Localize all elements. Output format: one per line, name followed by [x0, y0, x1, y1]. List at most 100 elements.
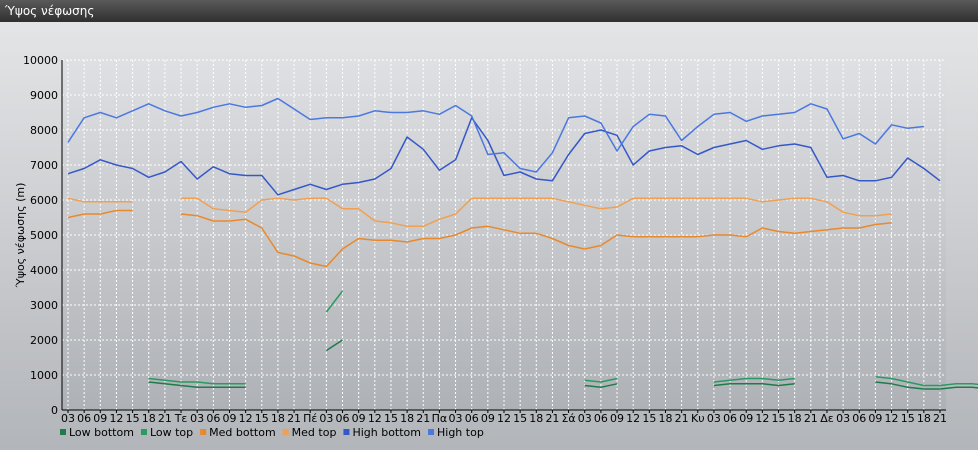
x-tick-label: 09 — [222, 412, 236, 425]
series-line-high-top — [67, 97, 924, 173]
x-tick-label: 15 — [255, 412, 269, 425]
y-tick-label: 6000 — [30, 194, 58, 207]
x-tick-label: 09 — [352, 412, 366, 425]
legend-swatch — [343, 429, 350, 435]
x-tick-label: 18 — [529, 412, 543, 425]
legend-swatch — [428, 429, 434, 435]
x-tick-label: 21 — [545, 412, 559, 425]
x-tick-label: 03 — [190, 412, 204, 425]
legend-item: Med bottom — [200, 426, 276, 439]
legend-item: High top — [428, 426, 484, 439]
x-tick-label: 15 — [384, 412, 398, 425]
legend-label: Low top — [150, 426, 193, 439]
series-line-high-bottom — [67, 117, 941, 196]
x-tick-label: 15 — [126, 412, 140, 425]
x-tick-label: 06 — [594, 412, 608, 425]
x-tick-label: 03 — [449, 412, 463, 425]
x-tick-label: 09 — [868, 412, 882, 425]
x-tick-label: 09 — [739, 412, 753, 425]
x-tick-label: 18 — [400, 412, 414, 425]
y-tick-label: 0 — [51, 404, 58, 417]
x-tick-label: 03 — [319, 412, 333, 425]
x-tick-label: Δε — [820, 412, 834, 425]
grid — [62, 59, 946, 410]
x-tick-label: 09 — [610, 412, 624, 425]
x-tick-label: 09 — [93, 412, 107, 425]
x-tick-label: 12 — [755, 412, 769, 425]
x-tick-label: 03 — [707, 412, 721, 425]
x-tick-label: 12 — [109, 412, 123, 425]
series-line-low-bottom — [713, 383, 795, 387]
series-line-low-bottom — [325, 339, 343, 352]
x-tick-label: 18 — [788, 412, 802, 425]
legend-item: Low top — [140, 426, 193, 439]
y-tick-label: 10000 — [23, 54, 58, 67]
y-tick-label: 9000 — [30, 89, 58, 102]
series-line-med-top — [67, 197, 133, 203]
y-tick-label: 2000 — [30, 334, 58, 347]
legend: Low bottom Low top Med bottom Med top High b… — [60, 426, 484, 439]
series-line-low-top — [584, 377, 618, 383]
x-tick-label: 15 — [513, 412, 527, 425]
y-tick-label: 4000 — [30, 264, 58, 277]
legend-label: High top — [437, 426, 484, 439]
legend-label: Med top — [292, 426, 337, 439]
x-tick-label: 12 — [239, 412, 253, 425]
series-line-med-bottom — [67, 209, 133, 219]
x-tick-label: Σά — [561, 412, 575, 425]
x-tick-label: 03 — [836, 412, 850, 425]
legend-item: Low bottom — [60, 426, 134, 439]
series-line-low-bottom — [584, 383, 618, 389]
legend-item: High bottom — [343, 426, 421, 439]
x-tick-label: 21 — [804, 412, 818, 425]
series-line-low-bottom — [875, 381, 978, 390]
x-tick-label: 18 — [658, 412, 672, 425]
title-bar: Ύψος νέφωσης — [0, 0, 978, 22]
x-tick-label: 03 — [61, 412, 75, 425]
window-title: Ύψος νέφωσης — [5, 4, 95, 18]
x-tick-label: 15 — [642, 412, 656, 425]
x-tick-label: 21 — [933, 412, 947, 425]
x-tick-label: 06 — [465, 412, 479, 425]
series-line-med-top — [181, 197, 892, 228]
series-line-low-top — [875, 376, 978, 387]
y-tick-label: 5000 — [30, 229, 58, 242]
y-tick-label: 8000 — [30, 124, 58, 137]
series-line-low-top — [325, 290, 344, 313]
x-tick-label: 21 — [416, 412, 430, 425]
series-line-med-bottom — [180, 213, 892, 268]
x-tick-label: Πα — [432, 412, 448, 425]
x-tick-label: 18 — [917, 412, 931, 425]
x-tick-label: 09 — [481, 412, 495, 425]
x-tick-label: Κυ — [691, 412, 705, 425]
legend-label: High bottom — [352, 426, 421, 439]
x-tick-label: 06 — [723, 412, 737, 425]
series-lines — [67, 97, 978, 390]
y-axis-label: Ύψος νέφωσης (m) — [14, 183, 27, 289]
x-tick-label: 12 — [497, 412, 511, 425]
x-axis: 03 06 09 12 15 18 21 Τε 03 06 09 12 15 18 21 Πέ 03 06 09 12… — [61, 410, 947, 425]
y-axis: 0 1000 2000 3000 4000 5000 6000 7000 8000 9000 100… — [23, 54, 58, 417]
x-tick-label: 18 — [271, 412, 285, 425]
y-tick-label: 3000 — [30, 299, 58, 312]
y-tick-label: 7000 — [30, 159, 58, 172]
x-tick-label: 15 — [772, 412, 786, 425]
legend-swatch — [140, 429, 147, 435]
legend-swatch — [282, 429, 289, 435]
x-tick-label: 18 — [142, 412, 156, 425]
series-line-low-top — [713, 377, 795, 383]
x-tick-label: 06 — [206, 412, 220, 425]
legend-label: Low bottom — [69, 426, 134, 439]
x-tick-label: 06 — [852, 412, 866, 425]
x-tick-label: 21 — [158, 412, 172, 425]
series-line-low-top — [148, 377, 246, 385]
legend-swatch — [200, 429, 207, 435]
x-tick-label: 12 — [368, 412, 382, 425]
x-tick-label: 06 — [77, 412, 91, 425]
x-tick-label: 12 — [885, 412, 899, 425]
x-tick-label: 12 — [626, 412, 640, 425]
legend-label: Med bottom — [209, 426, 276, 439]
legend-swatch — [60, 429, 66, 435]
x-tick-label: Πέ — [303, 412, 317, 425]
